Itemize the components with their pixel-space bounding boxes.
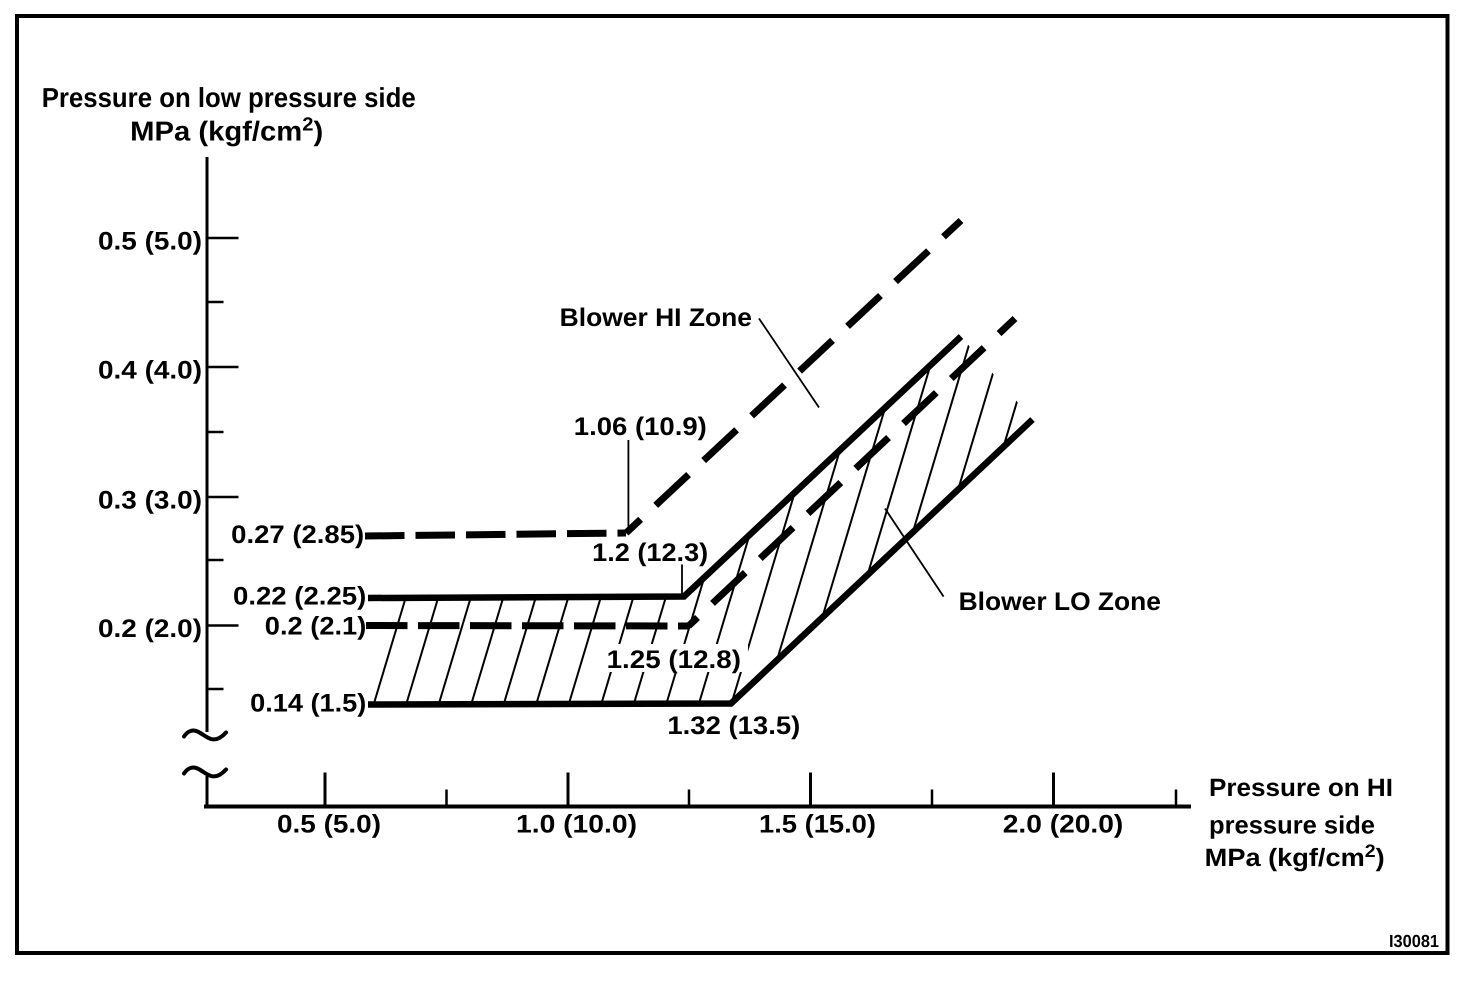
svg-text:0.5 (5.0): 0.5 (5.0) (277, 811, 381, 839)
svg-text:2.0 (20.0): 2.0 (20.0) (1003, 811, 1124, 839)
svg-text:1.0 (10.0): 1.0 (10.0) (516, 811, 637, 839)
svg-text:Pressure on HI: Pressure on HI (1209, 774, 1393, 802)
svg-text:0.3 (3.0): 0.3 (3.0) (98, 487, 202, 515)
svg-text:0.22 (2.25): 0.22 (2.25) (233, 582, 366, 610)
svg-text:Pressure on low pressure side: Pressure on low pressure side (42, 82, 416, 113)
svg-text:0.2 (2.1): 0.2 (2.1) (265, 613, 367, 641)
svg-text:0.4 (4.0): 0.4 (4.0) (98, 357, 202, 385)
svg-text:1.06 (10.9): 1.06 (10.9) (574, 413, 707, 441)
svg-text:1.5 (15.0): 1.5 (15.0) (759, 811, 876, 839)
svg-text:0.5 (5.0): 0.5 (5.0) (98, 228, 202, 256)
svg-text:0.2 (2.0): 0.2 (2.0) (98, 615, 202, 643)
svg-text:Blower HI Zone: Blower HI Zone (560, 304, 752, 332)
svg-text:1.25 (12.8): 1.25 (12.8) (607, 646, 741, 674)
svg-text:1.32 (13.5): 1.32 (13.5) (667, 712, 800, 740)
svg-text:MPa (kgf/cm2): MPa (kgf/cm 2) (1205, 841, 1385, 872)
svg-text:1.2 (12.3): 1.2 (12.3) (592, 539, 708, 567)
svg-text:0.27 (2.85): 0.27 (2.85) (231, 521, 364, 549)
svg-text:MPa (kgf/cm2): MPa (kgf/cm 2) (130, 114, 323, 146)
svg-text:pressure side: pressure side (1209, 812, 1375, 840)
svg-text:I30081: I30081 (1389, 931, 1439, 951)
svg-text:0.14 (1.5): 0.14 (1.5) (250, 690, 366, 718)
svg-text:Blower LO Zone: Blower LO Zone (959, 588, 1161, 616)
